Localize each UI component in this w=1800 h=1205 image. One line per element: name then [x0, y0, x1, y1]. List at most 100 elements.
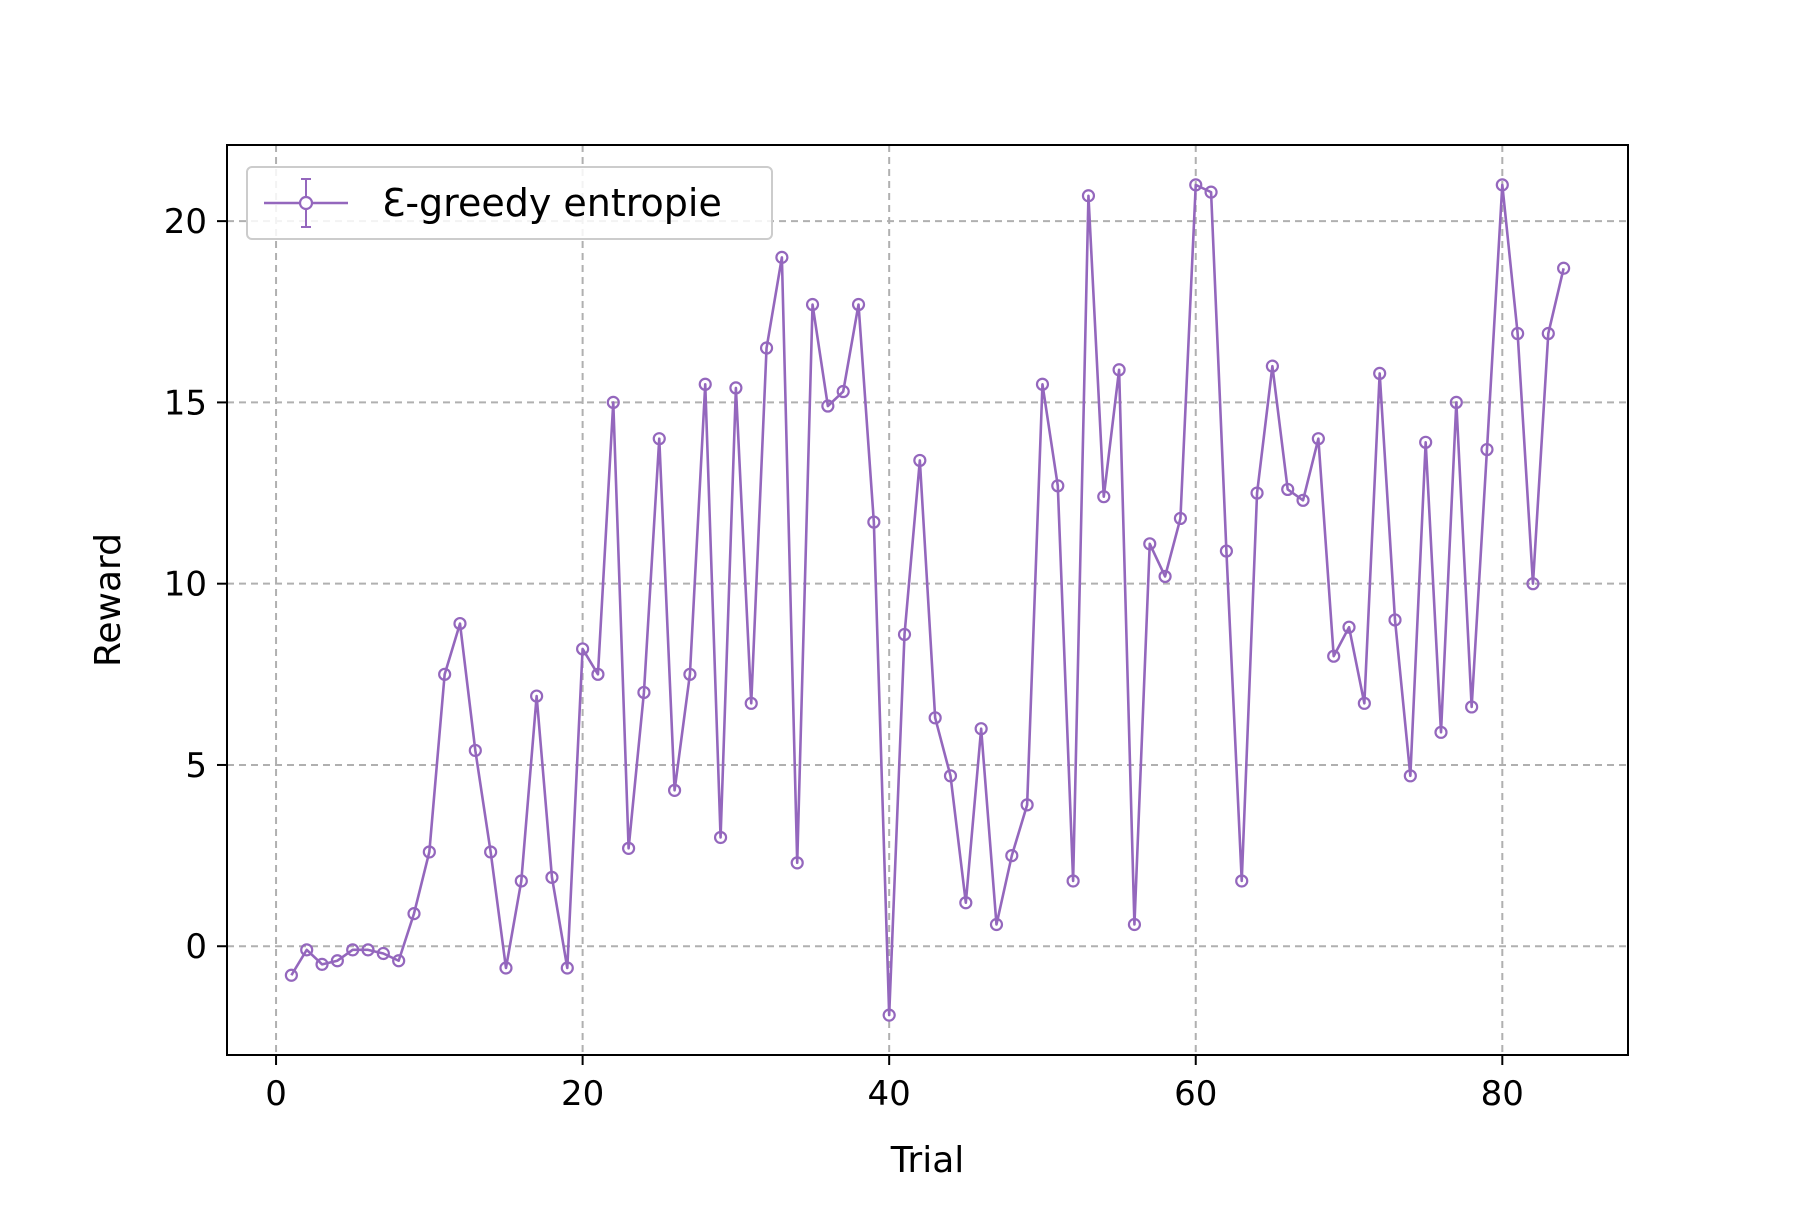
data-point	[284, 968, 298, 982]
data-point	[836, 384, 850, 399]
data-point	[330, 954, 344, 968]
data-point	[591, 667, 605, 681]
data-point	[1158, 569, 1172, 584]
data-point	[1081, 189, 1096, 203]
data-point	[1219, 544, 1234, 558]
data-point	[1005, 848, 1019, 863]
data-point	[974, 722, 988, 736]
data-point	[851, 297, 866, 312]
legend-line-marker	[264, 178, 348, 228]
data-point	[1327, 649, 1341, 663]
data-point	[300, 943, 314, 957]
data-point	[1388, 613, 1402, 627]
data-point	[514, 874, 528, 888]
data-point	[606, 395, 620, 410]
x-tick-label: 0	[265, 1074, 287, 1114]
data-point	[576, 642, 590, 656]
data-point	[821, 399, 835, 413]
data-point	[1097, 490, 1111, 504]
x-tick-label: 40	[868, 1074, 911, 1114]
series-line	[290, 183, 1565, 1017]
data-point	[1281, 482, 1295, 497]
data-point	[713, 830, 728, 845]
data-point	[392, 954, 406, 968]
data-point	[422, 845, 436, 859]
data-point	[499, 961, 513, 975]
data-point	[346, 943, 360, 957]
y-tick-label: 15	[164, 383, 207, 423]
x-tick-label: 80	[1481, 1074, 1524, 1114]
data-point	[1250, 486, 1264, 500]
data-point	[361, 943, 375, 957]
data-point	[1495, 178, 1509, 192]
data-point	[438, 667, 452, 681]
y-tick-label: 20	[164, 202, 207, 242]
y-tick-label: 0	[185, 927, 207, 967]
data-point	[667, 783, 682, 797]
data-point	[376, 946, 390, 961]
data-point	[959, 896, 973, 910]
data-point	[621, 841, 636, 855]
data-point	[484, 845, 498, 859]
series-lines	[290, 183, 1565, 1017]
data-point	[468, 743, 482, 758]
data-point	[989, 917, 1004, 932]
data-point	[805, 297, 820, 312]
data-point	[744, 696, 758, 710]
data-point	[1511, 326, 1525, 341]
data-point	[1235, 874, 1249, 888]
data-point	[1189, 178, 1203, 192]
y-tick-label: 10	[164, 565, 207, 605]
y-tick-label: 5	[185, 746, 207, 786]
data-point	[1296, 493, 1310, 507]
data-point	[928, 711, 942, 725]
data-point	[637, 685, 651, 700]
data-point	[683, 667, 697, 681]
data-point	[1557, 261, 1571, 275]
data-point	[1143, 537, 1157, 551]
data-point	[1373, 366, 1387, 381]
legend-marker	[298, 195, 314, 211]
data-point	[1480, 442, 1494, 457]
data-point	[1204, 185, 1218, 199]
data-point	[913, 453, 927, 468]
data-point	[1173, 511, 1188, 526]
data-point	[729, 381, 743, 395]
data-point	[530, 689, 544, 703]
data-point	[1265, 359, 1279, 373]
data-point	[867, 515, 881, 529]
data-point	[545, 870, 559, 884]
data-point	[1541, 326, 1555, 341]
data-point	[652, 432, 666, 446]
data-point	[790, 856, 804, 870]
data-point	[698, 377, 712, 391]
data-point	[1419, 435, 1433, 449]
data-point	[453, 616, 467, 631]
series-markers	[284, 178, 1571, 1022]
data-point	[1035, 377, 1050, 391]
data-point	[897, 627, 912, 642]
data-point	[1449, 395, 1463, 410]
data-point	[1112, 363, 1126, 377]
data-point	[1403, 769, 1417, 783]
x-axis-label: Trial	[890, 1140, 965, 1181]
legend-label: Ɛ-greedy entropie	[382, 181, 722, 225]
legend: Ɛ-greedy entropie	[246, 166, 773, 240]
data-point	[560, 961, 574, 975]
data-point	[1051, 479, 1065, 493]
data-point	[943, 769, 958, 783]
data-point	[1020, 798, 1034, 812]
legend-box	[246, 166, 773, 240]
data-point	[407, 907, 421, 921]
data-point	[882, 1008, 896, 1022]
y-axis-label: Reward	[88, 533, 129, 667]
data-point	[759, 341, 774, 355]
x-tick-label: 20	[561, 1074, 604, 1114]
data-point	[1066, 874, 1080, 888]
x-tick-label: 60	[1174, 1074, 1217, 1114]
data-point	[775, 250, 789, 264]
data-point	[1311, 432, 1325, 446]
data-point	[1127, 917, 1142, 932]
